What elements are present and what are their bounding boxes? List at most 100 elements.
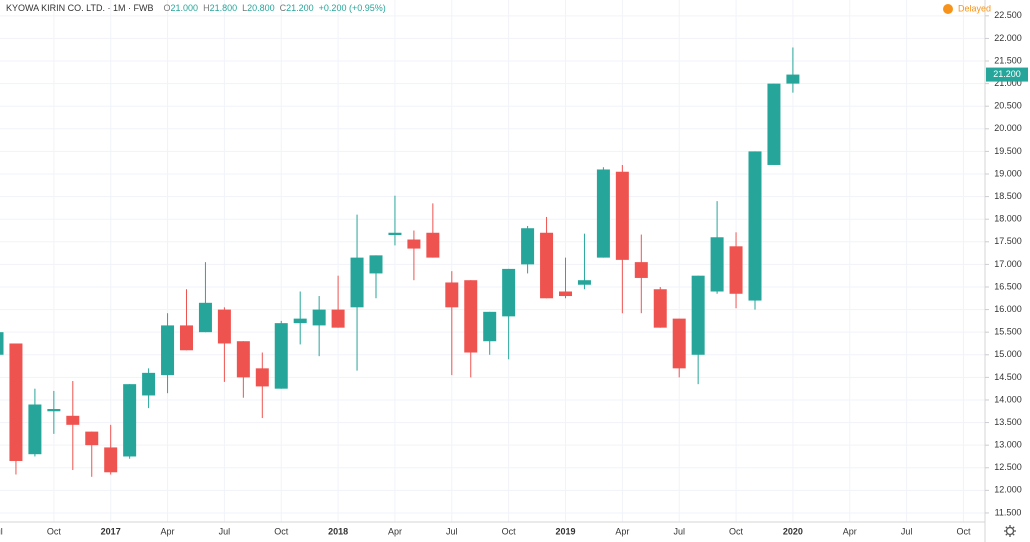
ohlc-label: C — [280, 3, 287, 13]
candle-body — [255, 368, 269, 387]
y-tick-label: 18.000 — [994, 214, 1022, 224]
y-tick-label: 13.000 — [994, 440, 1022, 450]
candle-body — [767, 83, 781, 165]
candle-body — [142, 372, 156, 396]
symbol: KYOWA KIRIN CO. LTD. · 1M · FWB — [6, 3, 154, 13]
x-tick-label: Oct — [956, 526, 971, 536]
x-tick-label: 2020 — [783, 526, 803, 536]
ohlc-label: L — [242, 3, 247, 13]
y-tick-label: 16.500 — [994, 281, 1022, 291]
candle-body — [388, 232, 402, 236]
candle-body — [274, 323, 288, 389]
ohlc-label: H — [203, 3, 210, 13]
y-tick-label: 20.000 — [994, 123, 1022, 133]
candle-body — [407, 239, 421, 249]
x-tick-label: Apr — [615, 526, 629, 536]
candle-body — [559, 291, 572, 297]
candle-body — [748, 151, 762, 301]
status: Delayed — [958, 3, 991, 13]
x-tick-label: Oct — [47, 526, 62, 536]
last-price-tag — [986, 67, 1028, 82]
x-tick-label: Oct — [274, 526, 289, 536]
candles — [0, 47, 800, 477]
candle-body — [653, 289, 667, 328]
candle-body — [28, 404, 42, 455]
candle-body — [85, 431, 99, 446]
y-tick-label: 21.500 — [994, 55, 1022, 65]
y-tick-label: 14.500 — [994, 372, 1022, 382]
y-tick-label: 17.500 — [994, 236, 1022, 246]
y-tick-label: 19.500 — [994, 146, 1022, 156]
x-tick-label: 2018 — [328, 526, 348, 536]
settings-icon[interactable] — [1004, 525, 1016, 537]
status-icon — [943, 4, 953, 14]
candle-body — [729, 246, 743, 294]
header: KYOWA KIRIN CO. LTD. · 1M · FWB O21.000 H2… — [6, 3, 386, 13]
candle-body — [634, 262, 648, 278]
candle-body — [312, 309, 326, 326]
candle-body — [502, 268, 516, 317]
candle-body — [521, 228, 535, 265]
candle-body — [672, 318, 686, 369]
candle-body — [0, 332, 4, 355]
y-tick-label: 20.500 — [994, 101, 1022, 111]
y-tick-label: 22.000 — [994, 33, 1022, 43]
ohlc-value: 21.200 — [286, 3, 314, 13]
ohlc-value: 21.000 — [171, 3, 199, 13]
candle-body — [9, 343, 23, 461]
y-tick-label: 14.000 — [994, 394, 1022, 404]
candle-body — [217, 309, 231, 344]
x-tick-label: Jul — [0, 526, 3, 536]
candle-body — [66, 415, 80, 425]
axes: 11.500 12.000 12.500 13.000 13.500 14.000 14.5… — [0, 10, 1028, 536]
candle-body — [236, 341, 250, 378]
x-tick-label: Apr — [388, 526, 402, 536]
y-tick-label: 15.500 — [994, 327, 1022, 337]
candle-body — [47, 409, 61, 412]
y-tick-label: 11.500 — [995, 507, 1022, 517]
x-tick-label: Oct — [729, 526, 744, 536]
y-tick-label: 18.500 — [994, 191, 1022, 201]
candle-body — [577, 280, 591, 285]
candle-body — [786, 74, 800, 84]
y-tick-label: 16.000 — [994, 304, 1022, 314]
y-tick-label: 21.000 — [994, 78, 1022, 88]
x-tick-label: 2017 — [101, 526, 121, 536]
x-tick-label: Oct — [502, 526, 517, 536]
y-tick-label: 19.000 — [994, 168, 1022, 178]
candle-body — [180, 325, 193, 351]
y-tick-label: 17.000 — [994, 259, 1022, 269]
y-tick-label: 12.500 — [994, 462, 1022, 472]
candle-body — [615, 171, 629, 260]
candle-body — [445, 282, 459, 308]
y-tick-label: 22.500 — [994, 10, 1022, 20]
y-tick-label: 12.000 — [994, 485, 1022, 495]
y-tick-label: 13.500 — [994, 417, 1022, 427]
candle-body — [293, 318, 307, 324]
ohlc-value: 21.800 — [210, 3, 238, 13]
candle-body — [161, 325, 175, 376]
candle-body — [123, 384, 137, 457]
x-tick-label: 2019 — [555, 526, 575, 536]
candle-body — [198, 302, 212, 333]
y-tick-label: 15.000 — [994, 349, 1022, 359]
candle-body — [464, 280, 478, 353]
candle-body — [483, 311, 497, 342]
candle-body — [691, 275, 705, 355]
x-tick-label: Apr — [843, 526, 857, 536]
candle-body — [540, 232, 554, 299]
candle-body — [369, 255, 383, 274]
change: +0.200 (+0.95%) — [319, 3, 386, 13]
x-tick-label: Jul — [219, 526, 231, 536]
x-tick-label: Jul — [673, 526, 685, 536]
ohlc-label: O — [164, 3, 171, 13]
x-tick-label: Jul — [446, 526, 458, 536]
x-tick-label: Jul — [901, 526, 913, 536]
ohlc-value: 20.800 — [247, 3, 275, 13]
candle-body — [331, 309, 345, 328]
candle-body — [104, 447, 118, 473]
candle-body — [710, 237, 724, 292]
candle-body — [350, 257, 364, 308]
candle-body — [596, 169, 610, 258]
